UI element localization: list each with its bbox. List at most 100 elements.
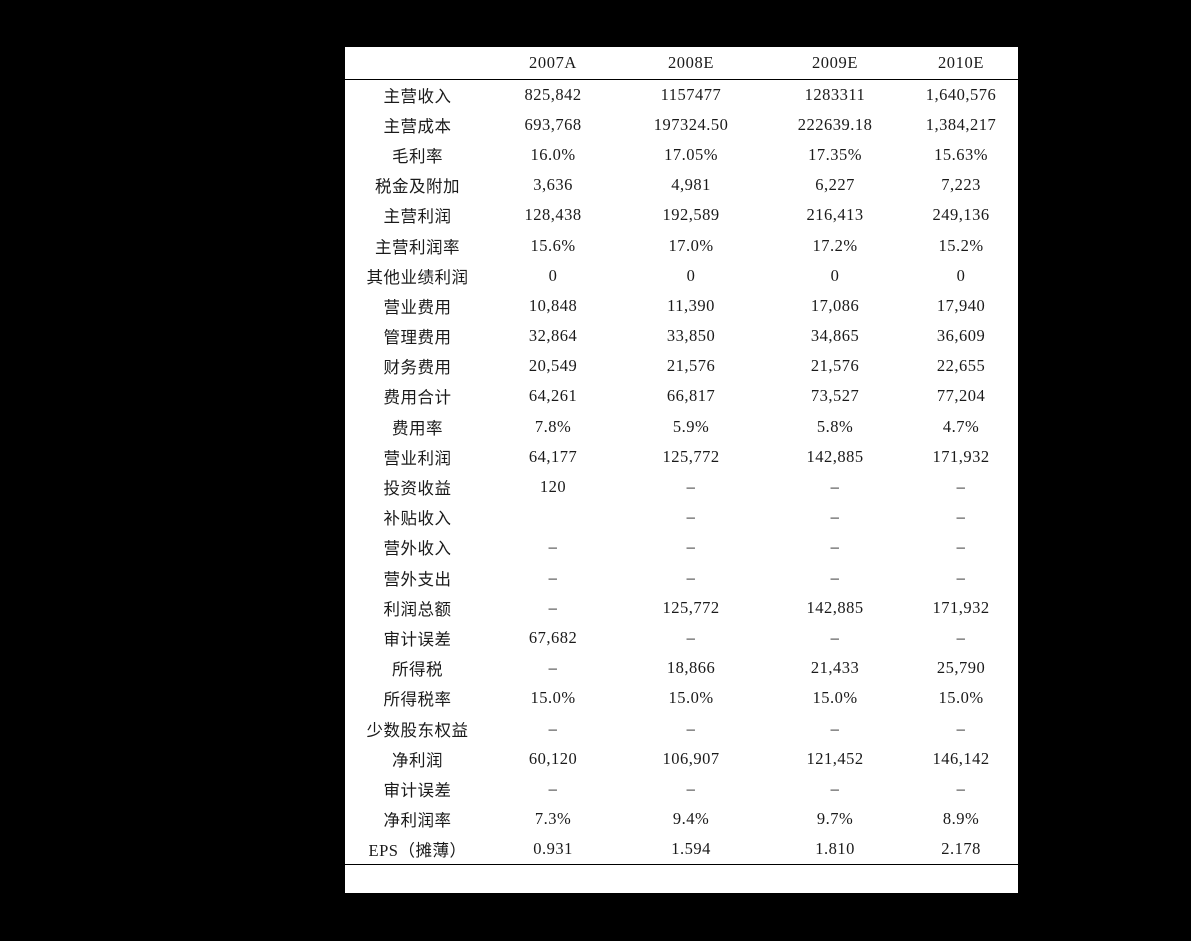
row-label: 净利润 [392, 750, 443, 770]
table-cell: – [956, 477, 966, 497]
table-row: 主营收入 825,842 1157477 1283311 1,640,576 [345, 80, 1018, 110]
table-cell: 64,177 [528, 446, 578, 466]
row-label: 财务费用 [383, 358, 452, 378]
column-header-label [345, 47, 490, 80]
table-cell: 67,682 [528, 627, 578, 647]
row-label: 管理费用 [383, 328, 452, 348]
table-cell: – [830, 507, 840, 527]
table-cell: 10,848 [528, 295, 578, 315]
table-cell: 20,549 [528, 356, 578, 376]
table-cell: – [686, 477, 696, 497]
table-row: 主营利润率 15.6% 17.0% 17.2% 15.2% [345, 230, 1018, 260]
table-row: 营外收入 – – – – [345, 532, 1018, 562]
table-cell: 128,438 [524, 205, 582, 225]
table-cell: 17.05% [664, 144, 718, 164]
table-cell: – [686, 627, 696, 647]
table-cell: 33,850 [666, 326, 716, 346]
table-cell: 8.9% [942, 809, 980, 829]
table-cell: 197324.50 [653, 114, 729, 134]
table-cell: 2.178 [941, 839, 981, 859]
table-cell: – [548, 567, 558, 587]
table-cell: 6,227 [815, 175, 855, 195]
table-cell: – [548, 778, 558, 798]
row-label: 毛利率 [392, 146, 443, 166]
table-cell: 121,452 [806, 748, 864, 768]
table-cell: 17,940 [936, 295, 986, 315]
table-row: 毛利率 16.0% 17.05% 17.35% 15.63% [345, 140, 1018, 170]
table-row: 投资收益 120 – – – [345, 472, 1018, 502]
table-row: 所得税 – 18,866 21,433 25,790 [345, 653, 1018, 683]
table-row: 补贴收入 – – – [345, 502, 1018, 532]
table-row: 其他业绩利润 0 0 0 0 [345, 261, 1018, 291]
table-cell: 120 [539, 477, 567, 497]
column-header-2009e: 2009E [811, 53, 859, 72]
row-label: 所得税 [392, 660, 443, 680]
column-header-2007a: 2007A [529, 53, 577, 72]
table-cell: – [956, 718, 966, 738]
table-cell: 146,142 [932, 748, 990, 768]
financial-forecast-table: 2007A 2008E 2009E 2010E 主营收入 825,842 11574… [345, 46, 1018, 865]
table-cell: 15.2% [938, 235, 984, 255]
table-cell: 125,772 [662, 597, 720, 617]
row-label: 少数股东权益 [366, 720, 469, 740]
table-cell: 9.7% [816, 809, 854, 829]
table-cell: 22,655 [936, 356, 986, 376]
row-label: 所得税率 [383, 690, 452, 710]
table-cell: 25,790 [936, 658, 986, 678]
table-cell: 171,932 [932, 446, 990, 466]
table-cell: 60,120 [528, 748, 578, 768]
table-row: 审计误差 67,682 – – – [345, 623, 1018, 653]
table-row: 税金及附加 3,636 4,981 6,227 7,223 [345, 170, 1018, 200]
table-cell: 7,223 [941, 175, 981, 195]
table-cell: – [956, 778, 966, 798]
row-label: 主营收入 [383, 86, 452, 106]
table-cell: 1,640,576 [925, 84, 997, 104]
table-row: 费用率 7.8% 5.9% 5.8% 4.7% [345, 412, 1018, 442]
table-cell: 7.8% [534, 416, 572, 436]
table-cell: 0 [686, 265, 696, 285]
table-row: 净利润率 7.3% 9.4% 9.7% 8.9% [345, 804, 1018, 834]
row-label: 审计误差 [383, 780, 452, 800]
table-row: 利润总额 – 125,772 142,885 171,932 [345, 593, 1018, 623]
row-label: 费用率 [392, 418, 443, 438]
table-cell: 77,204 [936, 386, 986, 406]
table-cell: – [830, 537, 840, 557]
table-cell: 4,981 [671, 175, 711, 195]
table-cell: 4.7% [942, 416, 980, 436]
table-cell: – [956, 567, 966, 587]
table-body: 主营收入 825,842 1157477 1283311 1,640,576 主营成本 69… [345, 80, 1018, 865]
table-cell: 1.594 [671, 839, 711, 859]
table-cell: 171,932 [932, 597, 990, 617]
table-cell: 17.0% [668, 235, 714, 255]
table-row: 主营利润 128,438 192,589 216,413 249,136 [345, 200, 1018, 230]
table-cell: – [686, 567, 696, 587]
table-cell: – [548, 537, 558, 557]
table-row: 营业利润 64,177 125,772 142,885 171,932 [345, 442, 1018, 472]
table-cell: 106,907 [662, 748, 720, 768]
row-label: 税金及附加 [375, 177, 460, 197]
row-label: 主营利润 [383, 207, 452, 227]
row-label: 营外支出 [383, 569, 452, 589]
table-cell: 16.0% [530, 144, 576, 164]
row-label: 营业利润 [383, 448, 452, 468]
table-cell: 17.35% [808, 144, 862, 164]
table-cell: 9.4% [672, 809, 710, 829]
table-cell: 825,842 [524, 84, 582, 104]
column-header-2008e: 2008E [667, 53, 715, 72]
table-row: 净利润 60,120 106,907 121,452 146,142 [345, 744, 1018, 774]
table-cell: 15.0% [938, 688, 984, 708]
table-cell: – [956, 507, 966, 527]
table-cell: 36,609 [936, 326, 986, 346]
row-label: 费用合计 [383, 388, 452, 408]
table-cell: 32,864 [528, 326, 578, 346]
table-cell: 216,413 [806, 205, 864, 225]
table-cell: – [830, 627, 840, 647]
table-row: 所得税率 15.0% 15.0% 15.0% 15.0% [345, 683, 1018, 713]
table-cell: 192,589 [662, 205, 720, 225]
table-cell: 0 [548, 265, 558, 285]
row-label: 其他业绩利润 [366, 267, 469, 287]
table-cell: 21,433 [810, 658, 860, 678]
table-cell: 21,576 [810, 356, 860, 376]
table-row: 审计误差 – – – – [345, 774, 1018, 804]
